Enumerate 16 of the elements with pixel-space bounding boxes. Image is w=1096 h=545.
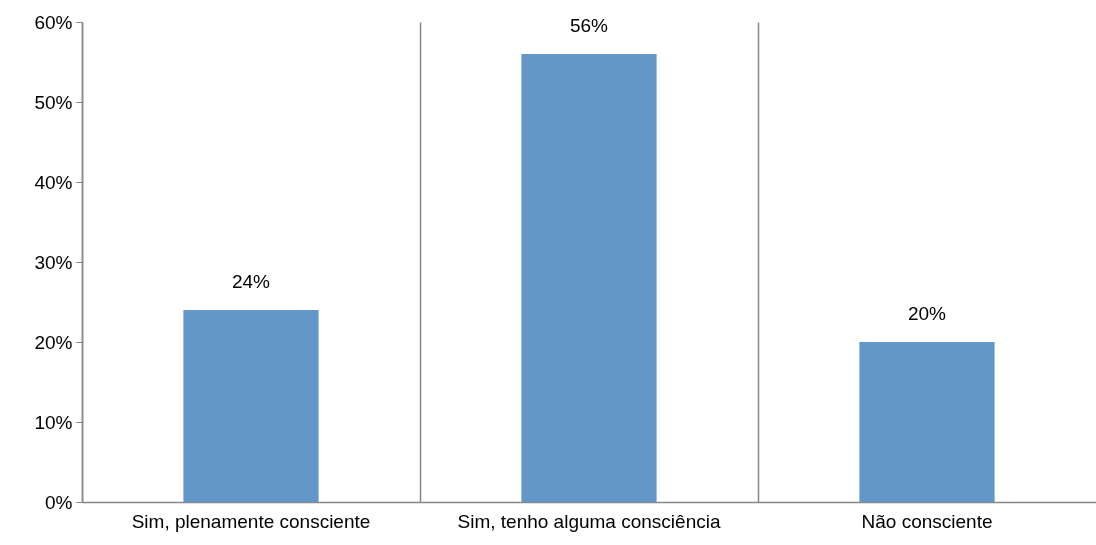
data-label: 56% (569, 15, 609, 36)
y-tick-label: 30% (34, 251, 73, 273)
y-tick-label: 50% (34, 91, 73, 113)
bar (183, 310, 319, 502)
y-tick-label: 10% (34, 411, 73, 433)
bar (859, 342, 995, 502)
y-tick-label: 20% (34, 331, 73, 353)
x-tick-label: Sim, tenho alguma consciência (457, 510, 721, 532)
y-tick-label: 40% (34, 171, 73, 193)
bar (521, 54, 657, 502)
y-tick-label: 0% (45, 491, 73, 513)
data-label: 20% (907, 303, 947, 324)
x-tick-label: Sim, plenamente consciente (131, 510, 371, 532)
x-tick-label: Não consciente (861, 510, 993, 532)
data-label: 24% (231, 271, 271, 292)
y-tick-label: 60% (34, 11, 73, 33)
